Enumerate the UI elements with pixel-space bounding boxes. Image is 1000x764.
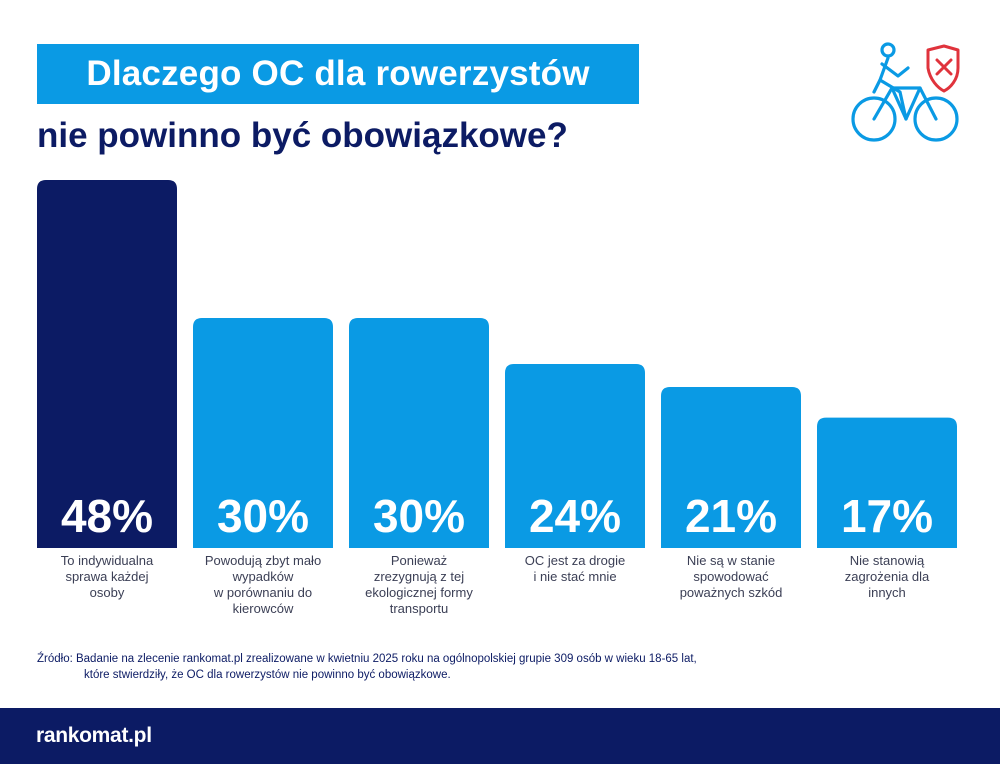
chart-title-line1: Dlaczego OC dla rowerzystów: [37, 44, 639, 104]
bar: [817, 417, 957, 548]
source-line: Źródło: Badanie na zlecenie rankomat.pl …: [37, 653, 697, 665]
category-label: Nie stanowią zagrożenia dla innych: [844, 553, 930, 600]
bar: [661, 387, 801, 548]
footer-bar: rankomat.pl: [0, 708, 1000, 764]
cyclist-shield-x-icon: [851, 42, 960, 142]
bar-value-label: 30%: [373, 490, 465, 542]
bar: [37, 180, 177, 548]
bar: [505, 364, 645, 548]
category-label: Powodują zbyt mało wypadków w porównaniu…: [204, 553, 322, 616]
chart-title-line2: nie powinno być obowiązkowe?: [37, 116, 568, 155]
bar-chart: 48% 30% 30% 24% 21% 17%: [37, 180, 957, 548]
bar: [193, 318, 333, 548]
bar-value-label: 21%: [685, 490, 777, 542]
category-label: Ponieważ zrezygnują z tej ekologicznej f…: [365, 553, 473, 616]
bar: [349, 318, 489, 548]
bar-value-label: 24%: [529, 490, 621, 542]
rankomat-logo: rankomat.pl: [36, 724, 152, 747]
category-label: To indywidualna sprawa każdej osoby: [60, 553, 154, 600]
bar-value-label: 48%: [61, 490, 153, 542]
source-line: które stwierdziły, że OC dla rowerzystów…: [84, 669, 451, 681]
category-label: Nie są w stanie spowodować poważnych szk…: [679, 553, 783, 600]
category-label: OC jest za drogie i nie stać mnie: [524, 553, 626, 584]
source-note: Źródło: Badanie na zlecenie rankomat.pl …: [37, 651, 937, 683]
bar-value-label: 17%: [841, 490, 933, 542]
bar-value-label: 30%: [217, 490, 309, 542]
